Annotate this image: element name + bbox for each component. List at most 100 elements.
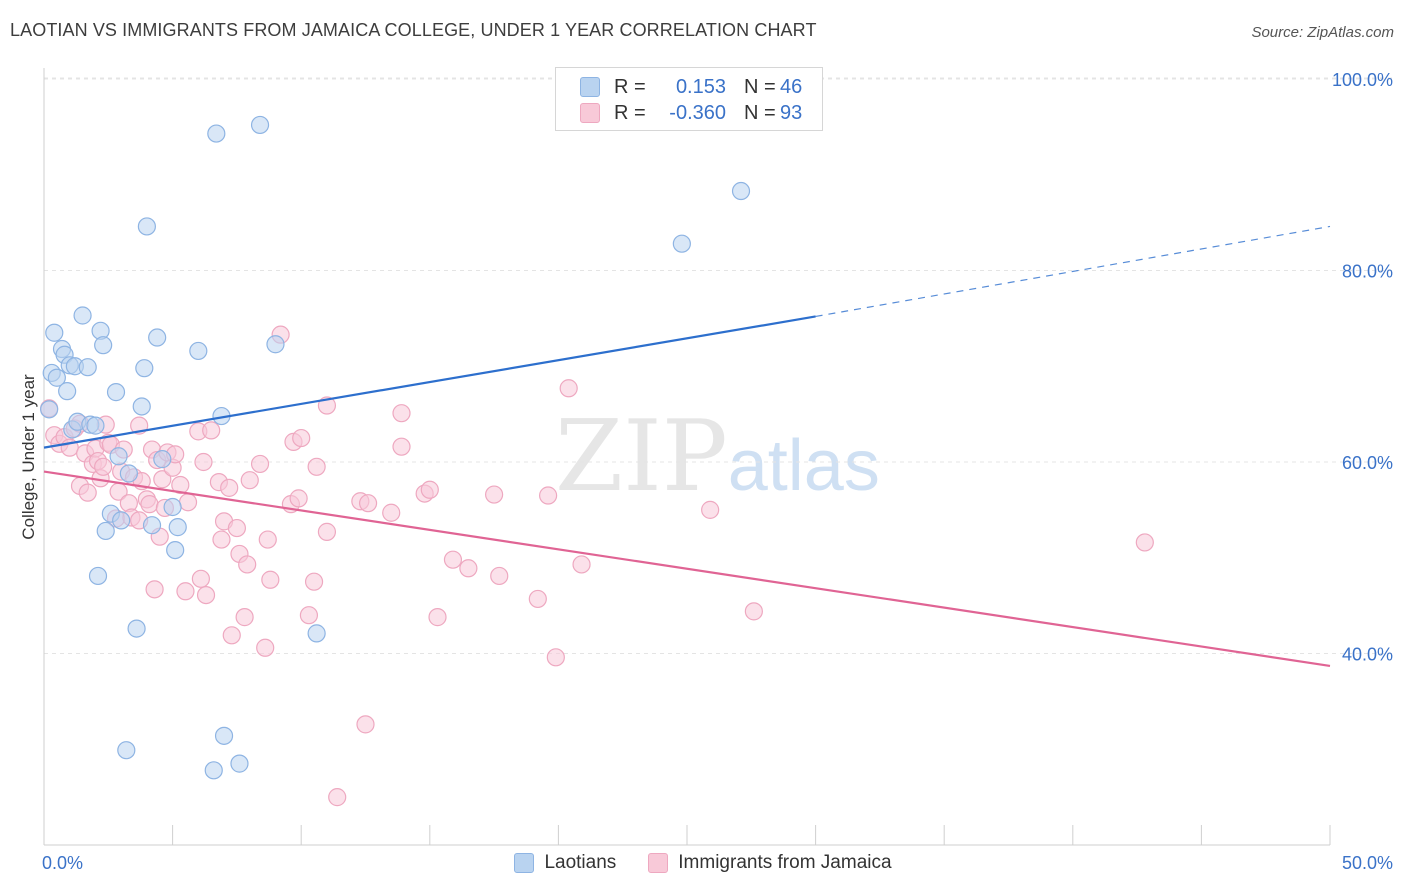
- jamaica-point: [572, 555, 591, 574]
- laotian-point: [112, 511, 131, 530]
- laotian-point: [47, 368, 66, 387]
- legend-n-value: 93: [780, 101, 803, 124]
- laotian-point: [168, 518, 187, 537]
- laotian-point: [207, 124, 226, 143]
- jamaica-point: [202, 421, 221, 440]
- laotian-trend-extension: [815, 225, 1331, 318]
- laotian-point: [117, 741, 136, 760]
- jamaica-point: [256, 638, 275, 657]
- jamaica-point: [744, 602, 763, 621]
- jamaica-point: [490, 566, 509, 586]
- laotian-point: [94, 336, 113, 355]
- jamaica-point: [194, 452, 213, 472]
- jamaica-point: [240, 471, 259, 490]
- y-tick-label: 100.0%: [1332, 70, 1393, 90]
- jamaica-point: [485, 485, 504, 504]
- legend-n-value: 46: [780, 75, 803, 98]
- jamaica-point: [546, 648, 565, 667]
- laotian-point: [78, 358, 97, 377]
- x-tick-label: 0.0%: [42, 853, 83, 873]
- laotian-point: [137, 217, 156, 236]
- watermark: ZIPatlas: [555, 400, 880, 514]
- data-points: [40, 115, 1154, 807]
- jamaica-point: [78, 483, 97, 502]
- jamaica-point: [304, 572, 324, 591]
- laotian-point: [189, 341, 208, 361]
- laotian-point: [119, 464, 138, 483]
- chart-title: LAOTIAN VS IMMIGRANTS FROM JAMAICA COLLE…: [10, 20, 817, 40]
- jamaica-point: [212, 530, 231, 549]
- jamaica-point: [222, 626, 241, 645]
- laotian-point: [307, 624, 326, 643]
- jamaica-point: [392, 404, 411, 423]
- jamaica-point: [235, 608, 254, 627]
- laotian-point: [153, 450, 172, 469]
- x-tick-label: 50.0%: [1342, 853, 1393, 873]
- legend-item-jamaica[interactable]: Immigrants from Jamaica: [648, 852, 892, 874]
- legend-swatch-jamaica: [648, 853, 669, 873]
- laotian-point: [86, 416, 105, 435]
- laotian-point: [106, 383, 126, 402]
- laotian-point: [148, 328, 167, 347]
- correlation-legend: R = 0.153 N = 46 R = -0.360 N = 93: [555, 67, 823, 131]
- watermark-atlas: atlas: [727, 426, 880, 506]
- jamaica-point: [176, 582, 195, 601]
- legend-row-laotians: R = 0.153 N = 46: [580, 76, 802, 98]
- jamaica-point: [356, 715, 375, 734]
- source-label: Source: ZipAtlas.com: [1251, 24, 1394, 41]
- trend-lines: [43, 225, 1331, 668]
- jamaica-point: [289, 489, 308, 508]
- jamaica-point: [261, 570, 280, 589]
- jamaica-point: [443, 550, 463, 569]
- laotian-point: [88, 566, 108, 586]
- jamaica-point: [258, 530, 277, 549]
- jamaica-point: [559, 379, 578, 398]
- legend-swatch-laotians: [514, 853, 535, 873]
- legend-item-laotians[interactable]: Laotians: [514, 852, 616, 874]
- jamaica-point: [140, 495, 159, 514]
- laotian-point: [163, 497, 182, 517]
- jamaica-point: [153, 470, 172, 489]
- laotian-point: [214, 726, 234, 745]
- jamaica-point: [428, 608, 447, 627]
- laotian-point: [127, 619, 146, 638]
- y-tick-label: 60.0%: [1342, 453, 1393, 473]
- axes: [43, 68, 1331, 846]
- jamaica-point: [238, 555, 257, 574]
- jamaica-point: [317, 522, 337, 541]
- jamaica-point: [539, 486, 558, 505]
- jamaica-point: [328, 788, 347, 807]
- laotian-point: [166, 540, 185, 560]
- jamaica-point: [196, 585, 216, 605]
- jamaica-point: [420, 480, 439, 499]
- jamaica-point: [191, 569, 210, 588]
- legend-label-jamaica: Immigrants from Jamaica: [678, 852, 892, 873]
- laotian-point: [96, 521, 115, 541]
- y-tick-label: 80.0%: [1342, 262, 1393, 282]
- laotian-point: [142, 516, 162, 535]
- legend-r-value: 0.153: [675, 75, 726, 98]
- laotian-point: [58, 382, 77, 401]
- jamaica-point: [292, 428, 311, 448]
- laotian-point: [672, 234, 691, 253]
- jamaica-point: [227, 518, 246, 538]
- jamaica-point: [94, 457, 113, 476]
- jamaica-point: [392, 437, 411, 456]
- legend-r-value: -0.360: [669, 101, 726, 124]
- jamaica-point: [1135, 533, 1154, 552]
- jamaica-point: [250, 454, 270, 474]
- y-tick-label: 40.0%: [1342, 645, 1393, 665]
- jamaica-point: [358, 494, 378, 513]
- laotian-point: [73, 306, 92, 325]
- watermark-zip: ZIP: [555, 400, 728, 514]
- laotian-point: [731, 181, 751, 201]
- legend-swatch-pink: [580, 103, 600, 123]
- jamaica-point: [171, 475, 190, 495]
- jamaica-point: [701, 500, 720, 519]
- jamaica-point: [145, 580, 164, 599]
- laotian-point: [250, 115, 270, 135]
- jamaica-point: [299, 606, 319, 625]
- jamaica-trend-line: [43, 470, 1331, 668]
- laotian-point: [230, 754, 249, 773]
